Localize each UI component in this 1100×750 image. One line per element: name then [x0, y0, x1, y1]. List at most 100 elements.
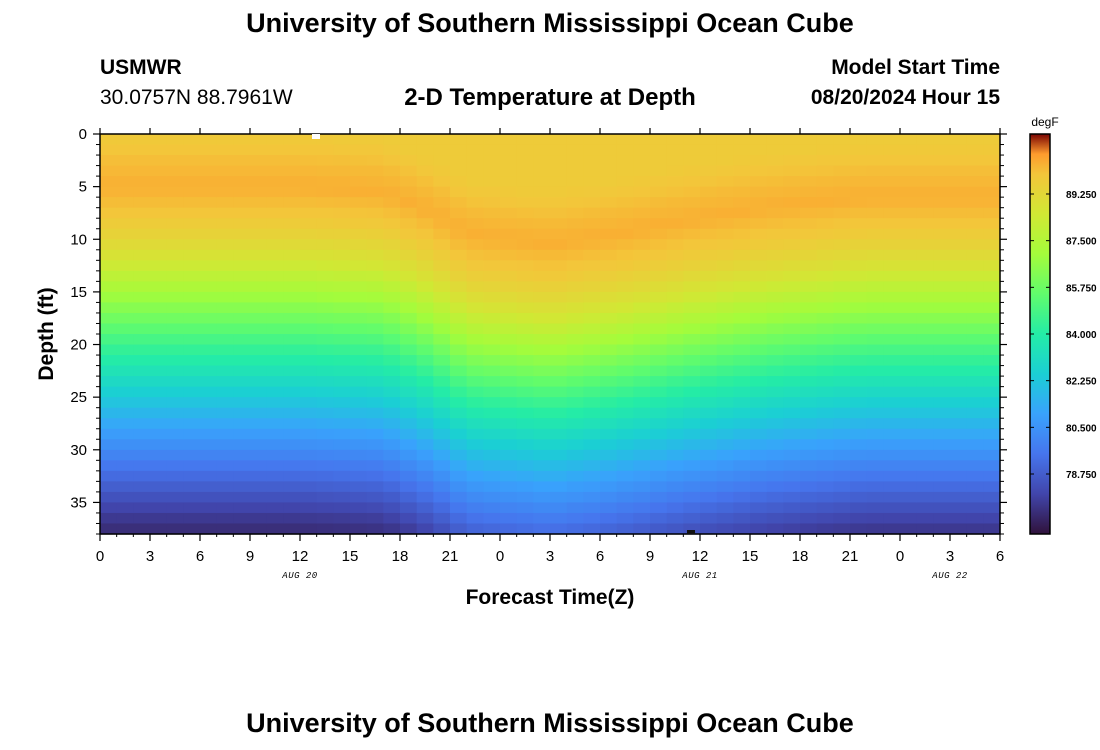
heatmap-cell — [150, 281, 168, 293]
heatmap-cell — [416, 418, 434, 430]
heatmap-cell — [850, 165, 868, 177]
heatmap-cell — [616, 186, 634, 198]
heatmap-cell — [366, 512, 384, 525]
heatmap-cell — [183, 407, 201, 419]
heatmap-cell — [600, 281, 618, 293]
heatmap-cell — [716, 134, 734, 146]
heatmap-cell — [250, 428, 268, 440]
heatmap-cell — [833, 512, 851, 525]
heatmap-cell — [416, 344, 434, 356]
heatmap-cell — [233, 239, 251, 251]
heatmap-cell — [466, 239, 484, 251]
heatmap-cell — [266, 249, 284, 261]
heatmap-cell — [700, 207, 718, 219]
heatmap-cell — [733, 523, 751, 535]
heatmap-cell — [983, 239, 1001, 251]
heatmap-cell — [216, 197, 234, 209]
heatmap-cell — [400, 355, 418, 367]
heatmap-cell — [233, 449, 251, 461]
heatmap-cell — [750, 323, 768, 335]
heatmap-cell — [950, 176, 968, 188]
heatmap-cell — [433, 481, 451, 493]
heatmap-cell — [416, 355, 434, 367]
heatmap-cell — [850, 512, 868, 525]
heatmap-cell — [850, 291, 868, 304]
heatmap-cell — [200, 218, 218, 230]
heatmap-cell — [450, 439, 468, 451]
heatmap-cell — [683, 155, 701, 167]
heatmap-cell — [883, 512, 901, 525]
heatmap-cell — [383, 365, 401, 377]
heatmap-cell — [383, 449, 401, 461]
heatmap-cell — [483, 312, 501, 325]
heatmap-cell — [566, 291, 584, 304]
heatmap-cell — [366, 155, 384, 167]
heatmap-cell — [716, 397, 734, 409]
heatmap-cell — [716, 344, 734, 356]
heatmap-cell — [833, 270, 851, 282]
heatmap-cell — [566, 365, 584, 377]
heatmap-cell — [633, 386, 651, 398]
heatmap-cell — [216, 334, 234, 346]
heatmap-cell — [400, 239, 418, 251]
heatmap-cell — [550, 302, 568, 314]
heatmap-cell — [983, 144, 1001, 156]
heatmap-cell — [816, 302, 834, 314]
heatmap-cell — [616, 449, 634, 461]
heatmap-cell — [516, 302, 534, 314]
heatmap-cell — [416, 439, 434, 451]
heatmap-cell — [966, 291, 984, 304]
heatmap-cell — [966, 344, 984, 356]
heatmap-cell — [850, 428, 868, 440]
heatmap-cell — [666, 502, 684, 514]
heatmap-cell — [383, 197, 401, 209]
heatmap-cell — [650, 249, 668, 261]
heatmap-cell — [450, 291, 468, 304]
heatmap-cell — [566, 134, 584, 146]
heatmap-cell — [566, 502, 584, 514]
heatmap-cell — [333, 523, 351, 535]
heatmap-cell — [783, 197, 801, 209]
heatmap-cell — [983, 481, 1001, 493]
heatmap-cell — [116, 355, 134, 367]
x-tick-label: 18 — [392, 548, 409, 565]
heatmap-cell — [100, 260, 118, 272]
heatmap-cell — [850, 491, 868, 504]
heatmap-cell — [983, 155, 1001, 167]
heatmap-cell — [400, 512, 418, 525]
heatmap-cell — [416, 176, 434, 188]
heatmap-cell — [466, 449, 484, 461]
heatmap-cell — [766, 334, 784, 346]
heatmap-cell — [883, 491, 901, 504]
heatmap-cell — [166, 470, 184, 482]
heatmap-cell — [266, 407, 284, 419]
heatmap-cell — [616, 312, 634, 325]
heatmap-cell — [466, 228, 484, 240]
heatmap-cell — [266, 134, 284, 146]
heatmap-cell — [616, 512, 634, 525]
heatmap-cell — [583, 481, 601, 493]
heatmap-cell — [516, 428, 534, 440]
heatmap-cell — [450, 197, 468, 209]
heatmap-cell — [816, 418, 834, 430]
heatmap-cell — [700, 270, 718, 282]
heatmap-cell — [300, 155, 318, 167]
heatmap-cell — [966, 197, 984, 209]
heatmap-cell — [316, 491, 334, 504]
heatmap-cell — [566, 512, 584, 525]
heatmap-cell — [600, 218, 618, 230]
heatmap-cell — [150, 302, 168, 314]
heatmap-cell — [966, 376, 984, 388]
heatmap-cell — [366, 502, 384, 514]
heatmap-cell — [400, 397, 418, 409]
heatmap-cell — [533, 260, 551, 272]
heatmap-cell — [766, 523, 784, 535]
heatmap-cell — [616, 249, 634, 261]
heatmap-cell — [500, 355, 518, 367]
heatmap-cell — [283, 228, 301, 240]
heatmap-cell — [816, 481, 834, 493]
heatmap-cell — [916, 165, 934, 177]
heatmap-cell — [850, 176, 868, 188]
heatmap-cell — [750, 386, 768, 398]
heatmap-cell — [133, 502, 151, 514]
